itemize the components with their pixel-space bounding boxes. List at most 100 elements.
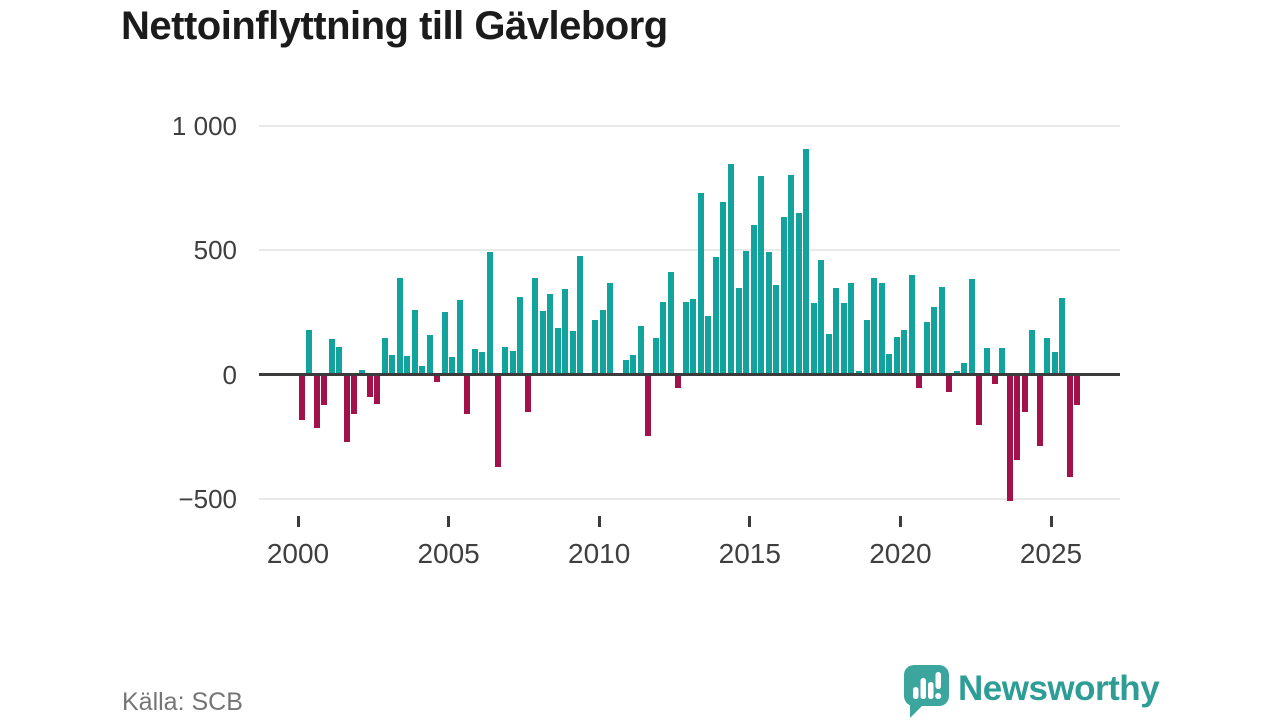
- bar: [667, 272, 674, 375]
- x-axis-tick-label: 2005: [417, 538, 480, 569]
- bar: [848, 282, 855, 375]
- bar: [426, 335, 433, 375]
- x-axis-tick-label: 2025: [1019, 538, 1083, 569]
- bar: [780, 216, 787, 375]
- bar: [1051, 351, 1058, 375]
- bar: [396, 278, 403, 375]
- bar: [810, 302, 817, 375]
- bar: [336, 346, 343, 375]
- bar: [449, 357, 456, 375]
- bar: [389, 354, 396, 375]
- bar: [976, 374, 983, 425]
- x-axis-tick: [597, 516, 601, 527]
- bar: [547, 293, 554, 375]
- x-axis-tick: [748, 516, 752, 527]
- x-axis-tick-label: 2010: [568, 538, 631, 569]
- bar: [359, 369, 365, 375]
- bar: [592, 320, 599, 375]
- bar: [524, 374, 531, 413]
- bar: [456, 300, 463, 375]
- bar: [660, 301, 667, 375]
- newsworthy-logo: Newsworthy: [903, 663, 1163, 719]
- bar: [577, 256, 584, 375]
- x-axis-tick-label: 2020: [869, 538, 932, 569]
- bar: [705, 315, 712, 375]
- bar: [893, 337, 900, 375]
- x-axis-tick: [447, 516, 451, 527]
- bar: [487, 251, 493, 375]
- chart-title: Nettoinflyttning till Gävleborg: [121, 4, 668, 48]
- bar: [599, 309, 606, 375]
- bar: [652, 338, 659, 375]
- bar: [773, 285, 780, 375]
- gridline-y-1000: [259, 124, 1120, 127]
- newsworthy-speech-bubble-icon: [904, 665, 949, 718]
- bar: [1044, 338, 1051, 375]
- bar: [366, 374, 373, 398]
- bar: [630, 354, 637, 375]
- bar: [464, 374, 471, 415]
- bar: [494, 374, 501, 467]
- bar: [637, 326, 644, 375]
- bar: [938, 287, 945, 375]
- bar: [863, 320, 870, 375]
- bar: [298, 374, 305, 420]
- bar: [690, 299, 697, 375]
- bar: [991, 374, 998, 384]
- bar: [825, 333, 832, 375]
- bar: [712, 256, 719, 375]
- bar: [727, 163, 734, 375]
- bar: [539, 310, 546, 375]
- bar: [374, 374, 381, 405]
- y-axis-tick-label: 0: [222, 359, 237, 390]
- bar: [886, 353, 893, 375]
- bar: [908, 275, 915, 375]
- bar: [1074, 374, 1081, 405]
- bar: [923, 321, 930, 375]
- source-attribution: Källa: SCB: [122, 688, 243, 716]
- bar: [411, 309, 418, 375]
- bar: [743, 251, 750, 375]
- bar: [682, 301, 689, 375]
- bar: [562, 289, 569, 375]
- bar: [968, 279, 975, 375]
- bar: [441, 311, 448, 375]
- bar: [840, 302, 847, 375]
- bar: [554, 327, 561, 375]
- bar: [803, 149, 810, 375]
- gridline-y-500: [259, 249, 1120, 251]
- bar: [607, 282, 614, 375]
- zero-baseline: [259, 373, 1120, 376]
- bar: [1036, 374, 1043, 446]
- y-axis-tick-label: 500: [193, 235, 237, 265]
- bar: [1059, 298, 1066, 375]
- bar: [983, 348, 990, 375]
- bar: [1029, 329, 1036, 375]
- bar: [946, 374, 953, 393]
- bar: [404, 355, 411, 375]
- y-axis-tick-label: 1 000: [171, 110, 237, 141]
- bar: [517, 296, 524, 375]
- x-axis-tick: [296, 516, 300, 527]
- bar: [381, 337, 388, 375]
- bar: [1021, 374, 1028, 412]
- bar: [871, 277, 878, 375]
- bar: [788, 175, 795, 375]
- bar: [645, 374, 652, 437]
- bar: [818, 259, 825, 375]
- x-axis-tick-label: 2015: [718, 538, 781, 569]
- bar: [765, 251, 772, 375]
- newsworthy-logo-text: Newsworthy: [958, 669, 1160, 708]
- bar: [795, 212, 802, 375]
- bar: [878, 282, 885, 375]
- bar: [953, 371, 960, 375]
- bar: [855, 371, 862, 375]
- bar: [622, 359, 629, 375]
- gridline-y--500: [259, 498, 1120, 500]
- bar: [471, 348, 478, 375]
- bar: [916, 374, 923, 388]
- bar: [321, 374, 328, 406]
- bar: [351, 374, 358, 414]
